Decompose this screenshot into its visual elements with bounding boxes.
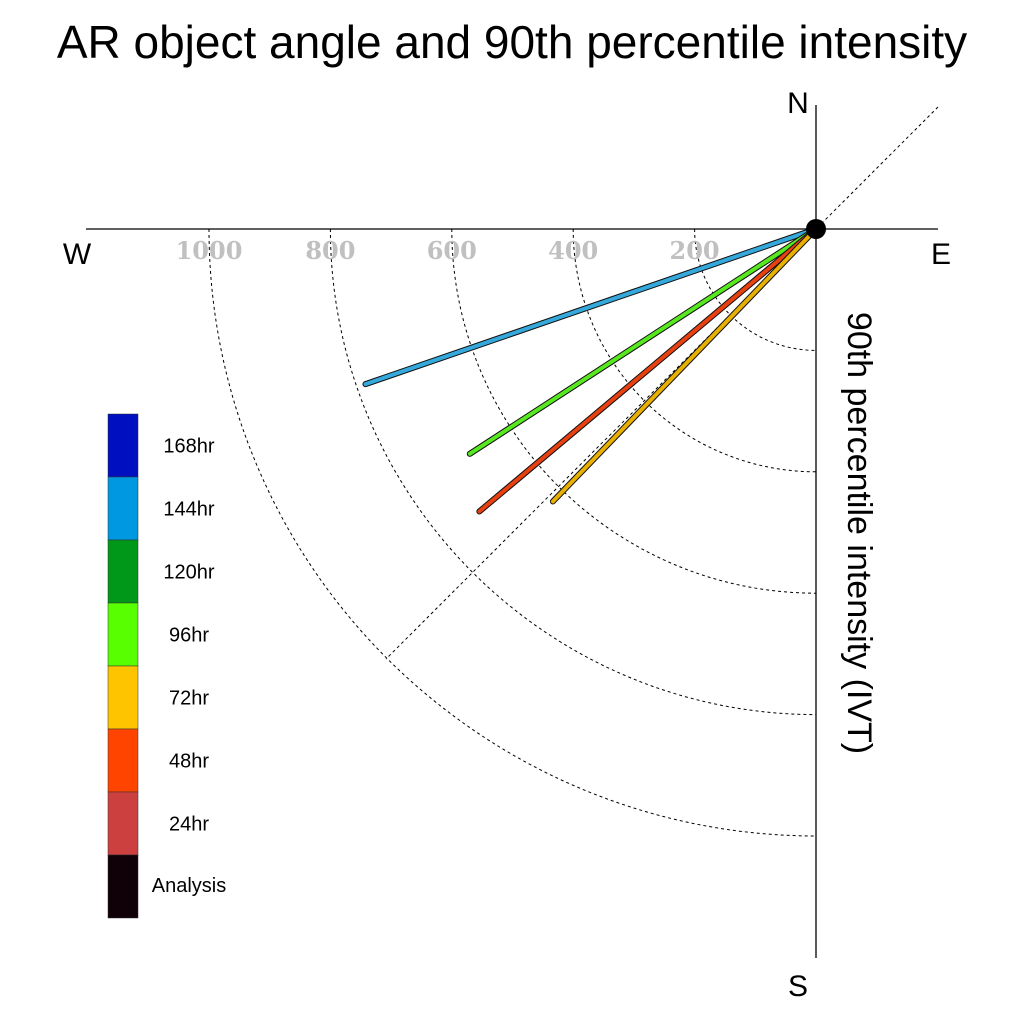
legend-label-Analysis: Analysis — [152, 875, 226, 897]
legend-label-96hr: 96hr — [169, 625, 209, 647]
legend-swatch-144hr — [107, 476, 139, 541]
compass-west: W — [63, 238, 92, 271]
grid-arc-600 — [451, 228, 817, 594]
origin-marker — [806, 219, 826, 239]
y-axis-label: 90th percentile intensity (IVT) — [840, 312, 878, 754]
legend-label-72hr: 72hr — [169, 688, 209, 710]
vector-144hr — [363, 227, 818, 387]
tick-label-600: 600 — [427, 236, 477, 265]
legend-swatch-120hr — [107, 539, 139, 604]
legend: 168hr 144hr 120hr 96hr 72hr 48hr 24hr Analysis — [107, 413, 226, 919]
legend-swatch-168hr — [107, 413, 139, 478]
grid-arc-1000 — [208, 228, 817, 837]
grid-arc-800 — [329, 228, 817, 716]
vector-48hr — [477, 227, 818, 514]
legend-label-168hr: 168hr — [163, 436, 214, 458]
compass-south: S — [788, 970, 808, 1003]
legend-label-120hr: 120hr — [163, 562, 214, 584]
tick-label-1000: 1000 — [176, 236, 243, 265]
tick-label-400: 400 — [548, 236, 598, 265]
grid — [208, 106, 939, 837]
legend-swatch-96hr — [107, 602, 139, 667]
vector-96hr — [467, 227, 818, 456]
legend-label-24hr: 24hr — [169, 814, 209, 836]
radial-tick-labels: 200 400 600 800 1000 — [176, 236, 720, 265]
legend-swatch-48hr — [107, 728, 139, 793]
compass-north: N — [787, 87, 809, 120]
vector-72hr — [550, 227, 818, 504]
legend-swatch-Analysis — [107, 854, 139, 919]
legend-label-48hr: 48hr — [169, 751, 209, 773]
chart-title: AR object angle and 90th percentile inte… — [57, 16, 967, 68]
legend-swatch-24hr — [107, 791, 139, 856]
grid-arc-200 — [694, 228, 817, 351]
legend-swatch-72hr — [107, 665, 139, 730]
grid-arc-400 — [572, 228, 817, 473]
tick-label-800: 800 — [305, 236, 355, 265]
diagonal-guide — [385, 106, 939, 660]
legend-label-144hr: 144hr — [163, 499, 214, 521]
vectors — [362, 226, 819, 515]
compass-east: E — [931, 238, 951, 271]
tick-label-200: 200 — [670, 236, 720, 265]
